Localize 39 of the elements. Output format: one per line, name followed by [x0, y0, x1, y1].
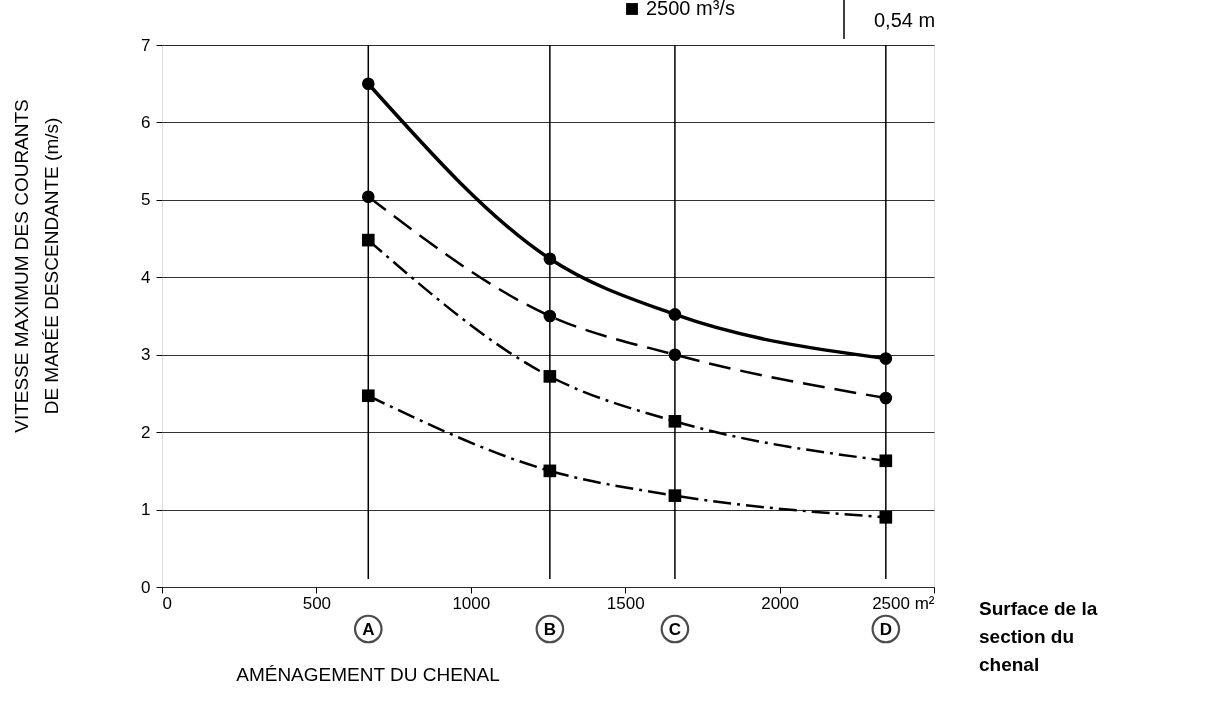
- point: [543, 464, 557, 478]
- x-tick-label: 500: [302, 593, 332, 613]
- point: [879, 510, 893, 524]
- y-tick-label: 1: [141, 500, 151, 520]
- point: [879, 391, 893, 405]
- x-tick-label: 1500: [606, 593, 645, 613]
- point: [361, 233, 375, 247]
- y-tick-label: 7: [141, 35, 151, 55]
- ref-line-label: C: [668, 620, 682, 639]
- x-tick-label: 2000: [761, 593, 800, 613]
- point: [879, 454, 893, 468]
- point: [361, 190, 375, 204]
- point: [543, 309, 557, 323]
- y-tick-label: 2: [141, 422, 151, 442]
- y-tick-label: 0: [141, 577, 151, 597]
- x-tick-label: 0: [162, 593, 172, 613]
- x-tick-label: 1000: [452, 593, 491, 613]
- point: [361, 389, 375, 403]
- point: [668, 308, 682, 321]
- text: Surface de la section du chenal: [979, 598, 1098, 675]
- point: [668, 348, 682, 362]
- point: [361, 77, 375, 91]
- ref-line-label: D: [879, 620, 892, 639]
- point: [879, 352, 893, 365]
- y-tick-label: 3: [141, 345, 151, 365]
- ref-line-label: A: [362, 620, 375, 639]
- ref-line-label: B: [543, 620, 556, 639]
- point: [543, 252, 557, 266]
- y-tick-label: 6: [141, 112, 151, 132]
- legend-label: 2500 m³/s: [646, 0, 735, 19]
- text: 0,54 m: [874, 9, 936, 31]
- y-axis-title: VITESSE MAXIMUM DES COURANTS DE MARÉE DESCENDANTE (m/s): [11, 99, 62, 433]
- point: [543, 370, 557, 383]
- point: [668, 414, 682, 428]
- x-tick-label: 2500 m²: [872, 593, 935, 613]
- x-axis-title: AMÉNAGEMENT DU CHENAL: [236, 664, 500, 685]
- y-tick-label: 5: [141, 190, 151, 210]
- point: [668, 489, 682, 502]
- y-tick-label: 4: [141, 267, 151, 287]
